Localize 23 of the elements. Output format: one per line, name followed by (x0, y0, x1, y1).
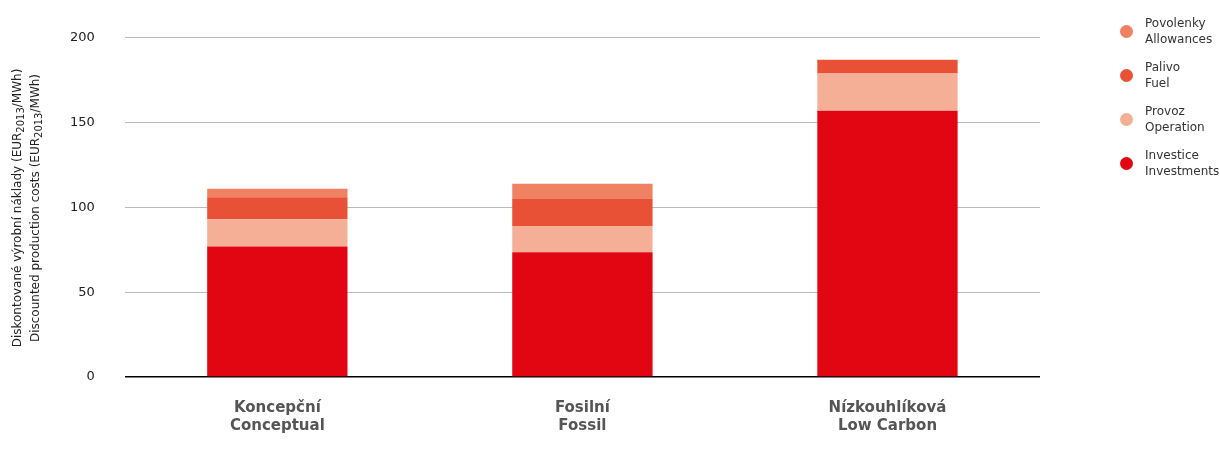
bar (512, 226, 653, 253)
bar (207, 188, 348, 198)
y-tick-label: 100 (69, 198, 95, 214)
bar (207, 219, 348, 247)
y-tick-label: 50 (78, 283, 95, 299)
legend-label: Povolenky Allowances (1145, 15, 1213, 47)
bar (207, 197, 348, 220)
x-tick-label: Nízkouhlíková Low Carbon (828, 397, 947, 434)
bar (817, 110, 958, 377)
bar (817, 73, 958, 111)
bar (512, 198, 653, 227)
y-tick-label: 0 (86, 368, 95, 384)
x-tick-label: Fosilní Fossil (554, 397, 611, 434)
bar (817, 59, 958, 74)
y-tick-label: 200 (69, 29, 95, 45)
bar (512, 183, 653, 199)
bar (207, 246, 348, 377)
y-tick-label: 150 (69, 113, 95, 129)
legend-label: Palivo Fuel (1145, 59, 1181, 91)
legend-label: Provoz Operation (1145, 103, 1205, 135)
bar (512, 252, 653, 377)
x-tick-label: Koncepční Conceptual (229, 397, 325, 434)
legend-label: Investice Investments (1145, 147, 1220, 179)
